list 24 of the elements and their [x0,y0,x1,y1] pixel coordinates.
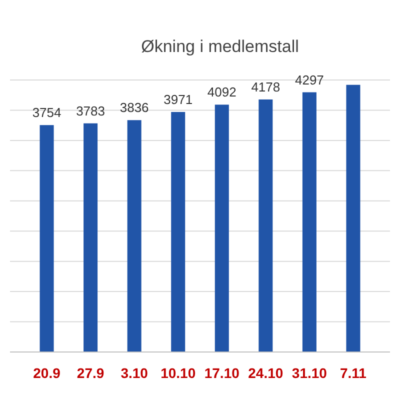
bar [40,125,54,352]
bar [214,104,229,352]
data-label: 3836 [120,100,149,116]
bar [84,123,98,352]
x-tick-label: 24.10 [248,365,284,381]
data-label: 4297 [294,72,324,88]
x-tick-label: 3.10 [120,365,148,381]
data-label: 3971 [164,92,193,107]
x-tick-label: 20.9 [33,365,61,381]
data-label: 3783 [76,103,106,118]
bar [171,112,186,352]
x-tick-label: 17.10 [204,365,240,381]
x-tick-label: 27.9 [76,365,104,381]
data-label: 4178 [251,79,280,94]
x-tick-label: 7.11 [340,365,367,381]
bar [302,92,316,352]
data-label: 4092 [207,84,236,100]
bar [346,84,360,352]
x-tick-label: 31.10 [292,365,328,381]
bar [127,120,142,352]
chart-title: Økning i medlemstall [141,37,299,56]
bar [258,99,273,352]
x-tick-label: 10.10 [160,365,196,381]
data-label: 3754 [32,105,62,120]
